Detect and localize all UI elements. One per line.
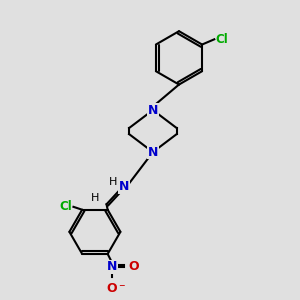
Text: O: O [128,260,139,273]
Text: O: O [107,282,117,295]
Text: N: N [107,260,117,274]
Text: N: N [148,146,158,159]
Text: H: H [109,177,117,187]
Text: Cl: Cl [216,33,229,46]
Text: ⁻: ⁻ [118,282,125,295]
Text: N: N [148,103,158,117]
Text: Cl: Cl [59,200,72,213]
Text: H: H [91,193,100,203]
Text: N: N [119,180,129,194]
